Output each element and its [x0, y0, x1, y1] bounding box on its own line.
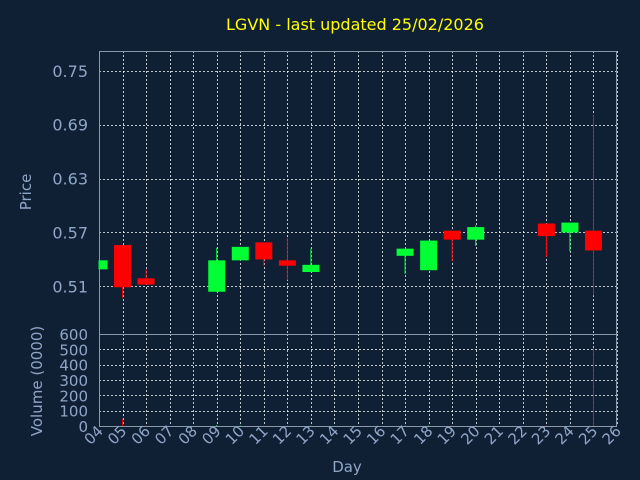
candle-body: [396, 248, 414, 256]
price-tick-label: 0.75: [52, 62, 88, 81]
volume-tick-label: 0: [78, 418, 88, 436]
volume-tick-label: 200: [59, 387, 88, 405]
price-axis-label: Price: [17, 174, 35, 211]
candle-body: [99, 260, 108, 270]
candle-body: [137, 278, 155, 285]
volume-tick-label: 600: [59, 326, 88, 344]
candle-body: [561, 222, 579, 233]
price-tick-label: 0.63: [52, 170, 88, 189]
volume-tick-label: 400: [59, 357, 88, 375]
candle-body: [278, 260, 296, 266]
chart-title: LGVN - last updated 25/02/2026: [226, 15, 484, 34]
volume-bars: [122, 347, 594, 426]
price-tick-labels: 0.75 0.69 0.63 0.57 0.51: [52, 62, 88, 297]
candle-body: [114, 245, 132, 288]
price-tick-label: 0.57: [52, 223, 88, 242]
candle-body: [537, 223, 555, 237]
price-tick-label: 0.51: [52, 277, 88, 296]
volume-axis-label: Volume (0000): [28, 326, 46, 436]
candle-body: [420, 240, 438, 271]
candle-body: [302, 264, 320, 273]
candle-body: [208, 260, 226, 292]
plot-frames: [99, 51, 617, 427]
candles: [98, 114, 602, 299]
price-tick-label: 0.69: [52, 116, 88, 135]
candle-body: [584, 230, 602, 251]
candle-body: [443, 230, 461, 240]
volume-plot-frame: [99, 334, 617, 427]
price-grid: [99, 51, 618, 334]
volume-tick-label: 100: [59, 403, 88, 421]
volume-tick-label: 300: [59, 372, 88, 390]
volume-grid: [99, 334, 618, 427]
candle-body: [467, 227, 485, 240]
candle-body: [231, 246, 249, 261]
x-tick-labels: 0405060708091011121314151617181920212223…: [81, 422, 625, 448]
x-axis-label: Day: [332, 458, 362, 476]
candle-body: [255, 242, 273, 260]
volume-tick-label: 500: [59, 341, 88, 359]
